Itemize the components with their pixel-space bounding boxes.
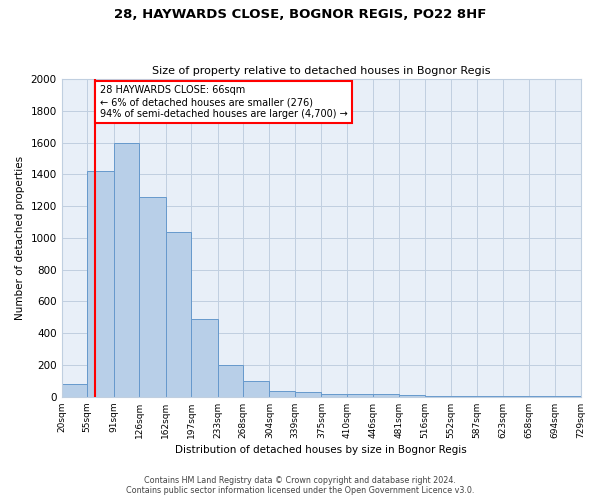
Bar — [295, 392, 322, 397]
Bar — [373, 394, 399, 397]
Bar — [113, 142, 139, 397]
Bar — [243, 381, 269, 397]
Title: Size of property relative to detached houses in Bognor Regis: Size of property relative to detached ho… — [152, 66, 490, 76]
Bar — [166, 232, 191, 397]
Bar — [476, 396, 503, 397]
Bar — [451, 396, 476, 397]
Bar — [218, 365, 243, 397]
Y-axis label: Number of detached properties: Number of detached properties — [15, 156, 25, 320]
Bar — [62, 384, 87, 397]
Text: 28 HAYWARDS CLOSE: 66sqm
← 6% of detached houses are smaller (276)
94% of semi-d: 28 HAYWARDS CLOSE: 66sqm ← 6% of detache… — [100, 86, 347, 118]
Bar — [399, 395, 425, 397]
Bar — [322, 394, 347, 397]
Text: Contains HM Land Registry data © Crown copyright and database right 2024.
Contai: Contains HM Land Registry data © Crown c… — [126, 476, 474, 495]
Bar — [347, 394, 373, 397]
Bar — [191, 319, 218, 397]
Bar — [269, 392, 295, 397]
Bar — [87, 171, 113, 397]
Bar — [139, 196, 166, 397]
Text: 28, HAYWARDS CLOSE, BOGNOR REGIS, PO22 8HF: 28, HAYWARDS CLOSE, BOGNOR REGIS, PO22 8… — [114, 8, 486, 20]
X-axis label: Distribution of detached houses by size in Bognor Regis: Distribution of detached houses by size … — [175, 445, 467, 455]
Bar — [425, 396, 451, 397]
